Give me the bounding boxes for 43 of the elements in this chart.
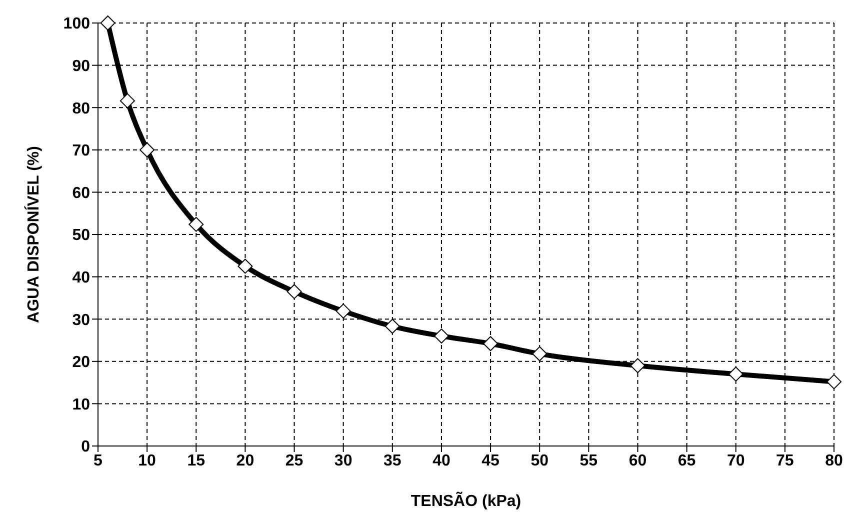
x-tick-label: 15 [187,452,206,470]
x-tick-label: 50 [530,452,549,470]
y-tick-label: 40 [72,269,90,286]
point [483,336,498,352]
x-tick-label: 35 [384,452,402,470]
point [100,16,116,30]
y-tick-label: 0 [81,438,90,456]
x-tick-label: 55 [580,452,598,470]
point [336,304,351,319]
y-tick-label: 20 [72,354,90,372]
x-tick-label: 30 [334,452,352,470]
x-tick-label: 60 [628,452,647,470]
point [238,258,253,274]
point [630,358,646,374]
y-tick-label: 80 [72,100,90,118]
x-tick-label: 45 [482,452,500,470]
x-tick-label: 25 [285,452,304,470]
point [120,93,135,108]
x-tick-label: 70 [726,452,745,470]
x-tick-label: 65 [678,452,696,470]
y-axis-title: AGUA DISPONÍVEL (%) [24,146,43,323]
y-tick-label: 60 [72,184,90,202]
y-tick-label: 100 [63,16,90,33]
point [728,366,744,382]
y-tick-label: 90 [72,58,90,75]
x-tick-label: 75 [776,452,794,470]
x-tick-label: 80 [825,452,843,470]
y-tick-label: 50 [72,227,90,244]
x-axis-title: TENSÃO (kPa) [410,491,522,510]
point [384,318,400,334]
point [140,142,155,158]
point [532,346,548,362]
point [286,284,302,300]
point [434,328,449,344]
x-tick-label: 40 [432,452,450,470]
y-tick-label: 70 [72,142,90,160]
y-tick-label: 30 [72,312,90,329]
point [826,374,842,390]
x-tick-label: 5 [94,452,103,470]
x-tick-label: 10 [138,452,156,470]
x-tick-label: 20 [236,452,254,470]
point [188,216,204,232]
y-tick-label: 10 [72,396,90,414]
